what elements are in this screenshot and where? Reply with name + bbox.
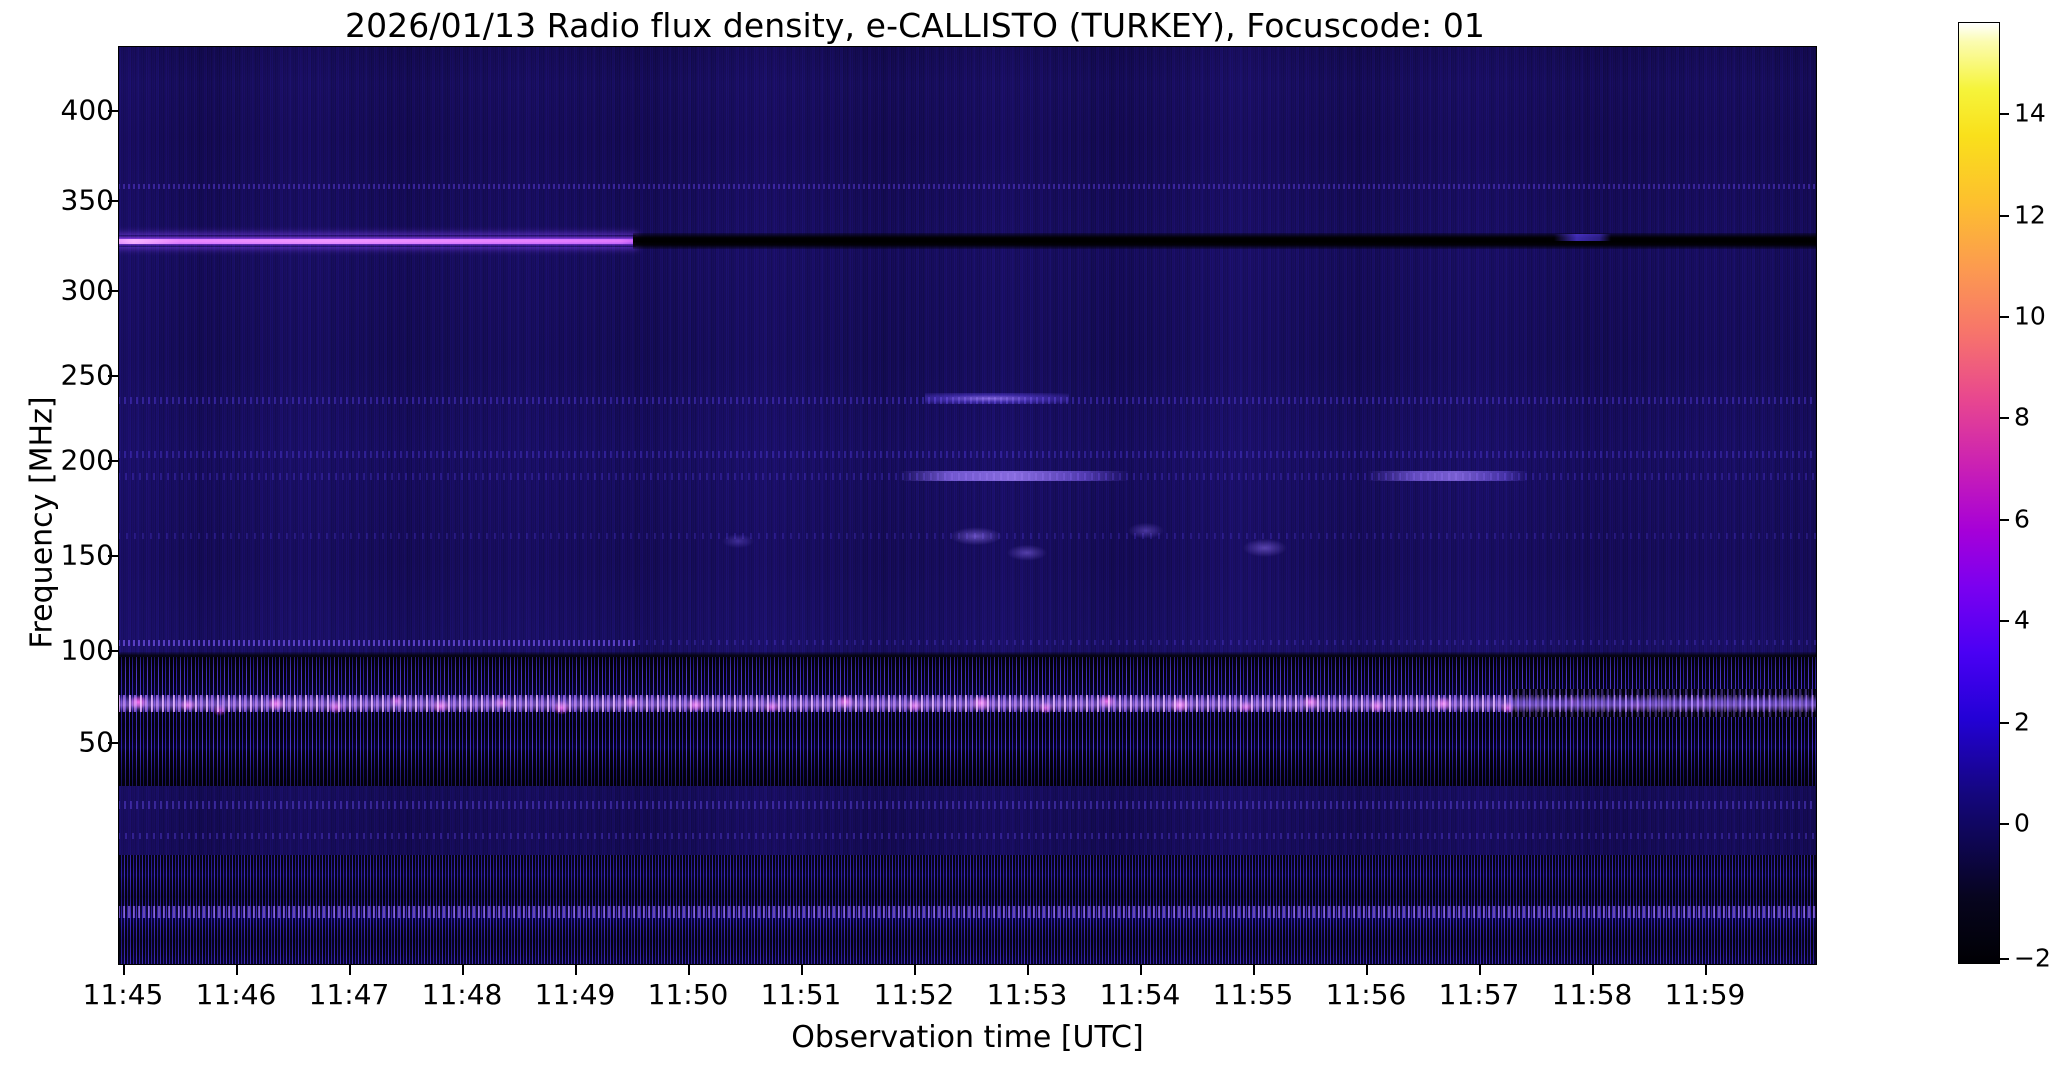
- colorbar-tick-label: 4: [2014, 605, 2030, 635]
- colorbar-tick-mark: [2000, 620, 2009, 622]
- x-tick-label: 11:59: [1664, 978, 1746, 1011]
- colorbar-tick-mark: [2000, 958, 2009, 960]
- x-tick-label: 11:50: [647, 978, 729, 1011]
- colorbar-tick-label: −2: [2014, 943, 2051, 973]
- colorbar-tick-label: 2: [2014, 707, 2030, 737]
- x-tick-label: 11:58: [1551, 978, 1633, 1011]
- spectrogram-image: [118, 46, 1817, 965]
- y-tick-label: 200: [60, 443, 114, 477]
- colorbar-tick-label: 14: [2014, 98, 2046, 128]
- y-tick-mark: [108, 650, 118, 652]
- colorbar-tick-label: 10: [2014, 301, 2046, 331]
- feature-line-145mhz: [118, 639, 638, 647]
- colorbar-tick-label: 12: [2014, 200, 2046, 230]
- x-tick-label: 11:57: [1438, 978, 1520, 1011]
- feature-line-90mhz: [118, 801, 1817, 809]
- y-tick-label: 400: [60, 93, 114, 127]
- y-tick-mark: [108, 460, 118, 462]
- y-tick-label: 250: [60, 358, 114, 392]
- x-tick-label: 11:48: [421, 978, 503, 1011]
- page-title: 2026/01/13 Radio flux density, e-CALLIST…: [344, 6, 1486, 45]
- y-tick-label: 300: [60, 273, 114, 307]
- feature-line-80mhz: [118, 832, 1817, 840]
- feature-carrier-388mhz-blip: [1553, 234, 1612, 241]
- x-tick-label: 11:53: [986, 978, 1068, 1011]
- x-tick-mark: [1479, 965, 1481, 975]
- x-tick-mark: [1253, 965, 1255, 975]
- x-tick-label: 11:46: [195, 978, 277, 1011]
- x-tick-mark: [914, 965, 916, 975]
- feature-trace-255mhz-a: [899, 470, 1129, 482]
- colorbar-tick-mark: [2000, 722, 2009, 724]
- noise-modulation-layer: [118, 46, 1817, 965]
- x-tick-mark: [1705, 965, 1707, 975]
- x-tick-label: 11:49: [534, 978, 616, 1011]
- y-tick-label: 50: [78, 725, 114, 759]
- y-tick-mark: [108, 200, 118, 202]
- y-tick-mark: [108, 110, 118, 112]
- x-tick-label: 11:51: [760, 978, 842, 1011]
- x-tick-mark: [1027, 965, 1029, 975]
- x-tick-mark: [688, 965, 690, 975]
- colorbar-tick-label: 0: [2014, 808, 2030, 838]
- feature-rfi-quiet-tail: [1511, 689, 1817, 717]
- x-tick-mark: [123, 965, 125, 975]
- y-tick-label: 350: [60, 183, 114, 217]
- y-tick-label: 100: [60, 633, 114, 667]
- feature-trace-255mhz-b: [1366, 470, 1529, 482]
- feature-carrier-388mhz-dropout: [632, 233, 1817, 250]
- x-tick-label: 11:45: [82, 978, 164, 1011]
- y-tick-label: 150: [60, 538, 114, 572]
- x-tick-label: 11:47: [308, 978, 390, 1011]
- feature-line-55mhz: [118, 906, 1817, 919]
- x-tick-mark: [462, 965, 464, 975]
- y-tick-mark: [108, 742, 118, 744]
- feature-line-145mhz-faint: [637, 639, 1817, 645]
- feature-blobs-200mhz: [118, 510, 1817, 580]
- y-tick-mark: [108, 375, 118, 377]
- x-tick-mark: [236, 965, 238, 975]
- feature-blob-300mhz: [925, 393, 1070, 405]
- noise-layer: [118, 46, 1817, 965]
- colorbar-tick-label: 6: [2014, 504, 2030, 534]
- x-tick-mark: [349, 965, 351, 975]
- x-tick-label: 11:54: [1099, 978, 1181, 1011]
- feature-dark-separator-140mhz: [118, 651, 1817, 661]
- x-tick-mark: [1140, 965, 1142, 975]
- colorbar-tick-mark: [2000, 316, 2009, 318]
- y-tick-mark: [108, 555, 118, 557]
- x-tick-label: 11:56: [1325, 978, 1407, 1011]
- x-axis-label: Observation time [UTC]: [791, 1020, 1144, 1055]
- feature-line-410mhz: [118, 183, 1817, 189]
- y-tick-mark: [108, 290, 118, 292]
- feature-line-265mhz: [118, 451, 1817, 458]
- colorbar-tick-label: 8: [2014, 402, 2030, 432]
- x-tick-label: 11:52: [873, 978, 955, 1011]
- colorbar: [1958, 22, 2000, 964]
- colorbar-tick-mark: [2000, 417, 2009, 419]
- x-tick-mark: [1592, 965, 1594, 975]
- colorbar-tick-mark: [2000, 519, 2009, 521]
- feature-carrier-388mhz-core: [118, 238, 637, 244]
- colorbar-tick-mark: [2000, 823, 2009, 825]
- x-tick-mark: [801, 965, 803, 975]
- colorbar-tick-mark: [2000, 215, 2009, 217]
- x-tick-mark: [1366, 965, 1368, 975]
- y-axis-label: Frequency [MHz]: [24, 396, 60, 649]
- x-tick-mark: [575, 965, 577, 975]
- x-tick-label: 11:55: [1212, 978, 1294, 1011]
- colorbar-tick-mark: [2000, 113, 2009, 115]
